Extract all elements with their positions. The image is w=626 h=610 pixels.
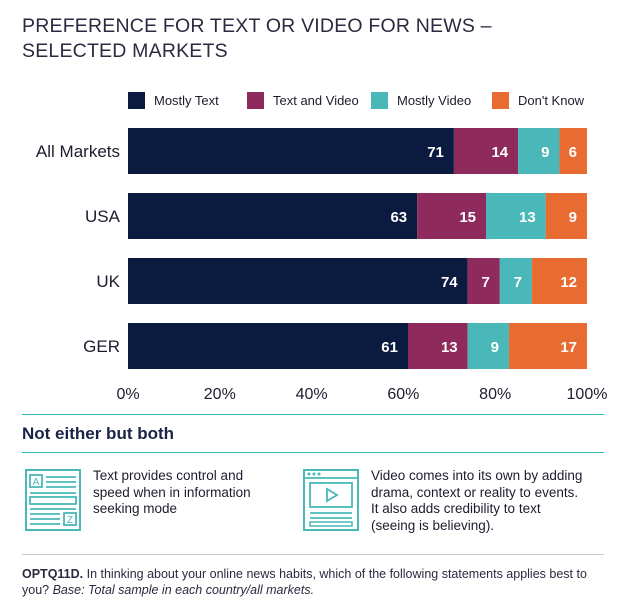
footnote-code: OPTQ11D.	[22, 567, 84, 581]
bar-usa-mostly-video	[486, 193, 546, 239]
bar-ger-text-and-video	[407, 323, 468, 369]
data-label-uk-mostly-video: 7	[514, 274, 522, 291]
legend-swatch-text-and-video	[247, 91, 264, 109]
bar-uk-mostly-video	[499, 258, 532, 304]
data-label-ger-text-and-video: 13	[441, 339, 458, 356]
footnote-base: Base: Total sample in each country/all m…	[52, 582, 315, 597]
chart-title-line-2: SELECTED MARKETS	[22, 40, 228, 62]
legend-item-mostly-text: Mostly Text	[128, 90, 219, 110]
category-label-uk: UK	[96, 272, 120, 291]
data-label-all-markets-mostly-video: 9	[541, 144, 549, 161]
text-panel-description: Text provides control and speed when in …	[93, 468, 251, 516]
data-label-ger-mostly-text: 61	[381, 339, 398, 356]
data-label-ger-mostly-video: 9	[491, 339, 499, 356]
data-label-usa-mostly-video: 13	[519, 209, 536, 226]
legend-item-dont-know: Don't Know	[492, 90, 584, 110]
bar-all-markets-mostly-text	[128, 128, 454, 174]
legend-swatch-mostly-text	[128, 91, 145, 109]
bar-all-markets-mostly-video	[518, 128, 560, 174]
data-label-all-markets-mostly-text: 71	[427, 144, 444, 161]
legend-item-text-and-video: Text and Video	[247, 90, 359, 110]
video-panel: Video comes into its own by adding drama…	[302, 468, 582, 534]
x-tick-label-0: 0%	[116, 386, 139, 403]
text-document-icon: A Z	[25, 469, 81, 531]
legend-item-mostly-video: Mostly Video	[371, 90, 471, 110]
data-label-uk-don-t-know: 12	[560, 274, 577, 291]
svg-text:A: A	[33, 477, 40, 488]
data-label-usa-text-and-video: 15	[459, 209, 476, 226]
bar-ger-don-t-know	[508, 323, 587, 369]
data-label-all-markets-text-and-video: 14	[491, 144, 508, 161]
data-label-usa-mostly-text: 63	[390, 209, 407, 226]
category-label-usa: USA	[85, 207, 121, 226]
bar-usa-don-t-know	[545, 193, 587, 239]
section-divider-middle	[22, 452, 604, 453]
chart-title: PREFERENCE FOR TEXT OR VIDEO FOR NEWS – …	[22, 14, 542, 64]
text-panel: A Z Text provides control and speed when…	[24, 468, 251, 532]
legend-swatch-mostly-video	[371, 91, 388, 109]
chart-legend: Mostly Text Text and Video Mostly Video …	[128, 90, 598, 110]
legend-swatch-dont-know	[492, 91, 509, 109]
bar-usa-text-and-video	[417, 193, 487, 239]
bar-ger-mostly-text	[128, 323, 408, 369]
footnote-question: In thinking about your online news habit…	[22, 567, 587, 597]
data-label-ger-don-t-know: 17	[560, 339, 577, 356]
x-tick-label-100: 100%	[567, 386, 608, 403]
data-label-uk-text-and-video: 7	[481, 274, 489, 291]
chart-title-line-1: PREFERENCE FOR TEXT OR VIDEO FOR NEWS –	[22, 15, 492, 37]
footnote: OPTQ11D. In thinking about your online n…	[22, 567, 612, 598]
data-label-all-markets-don-t-know: 6	[569, 144, 577, 161]
data-label-uk-mostly-text: 74	[441, 274, 458, 291]
svg-text:Z: Z	[67, 515, 73, 526]
x-tick-label-80: 80%	[479, 386, 511, 403]
bar-uk-text-and-video	[467, 258, 500, 304]
x-tick-label-40: 40%	[296, 386, 328, 403]
category-label-all-markets: All Markets	[36, 142, 120, 161]
bar-usa-mostly-text	[128, 193, 418, 239]
video-panel-description: Video comes into its own by adding drama…	[371, 468, 583, 533]
bar-all-markets-don-t-know	[559, 128, 587, 174]
bar-uk-mostly-text	[128, 258, 468, 304]
category-label-ger: GER	[83, 337, 120, 356]
legend-label-text-and-video: Text and Video	[273, 92, 359, 108]
bar-uk-don-t-know	[531, 258, 587, 304]
video-player-icon	[303, 469, 359, 531]
x-tick-label-60: 60%	[387, 386, 419, 403]
stacked-bar-chart: All Markets 71 14 9 6 USA 63 15 13 9 UK 74 7 7 12 GER 61…	[36, 128, 608, 403]
legend-label-mostly-text: Mostly Text	[154, 92, 219, 108]
section-divider-top	[22, 414, 604, 415]
legend-label-dont-know: Don't Know	[518, 92, 585, 108]
data-label-usa-don-t-know: 9	[569, 209, 577, 226]
section-subheading: Not either but both	[22, 424, 175, 443]
bar-all-markets-text-and-video	[453, 128, 519, 174]
x-tick-label-20: 20%	[204, 386, 236, 403]
bar-ger-mostly-video	[467, 323, 509, 369]
footnote-divider	[22, 554, 604, 555]
legend-label-mostly-video: Mostly Video	[397, 92, 472, 108]
